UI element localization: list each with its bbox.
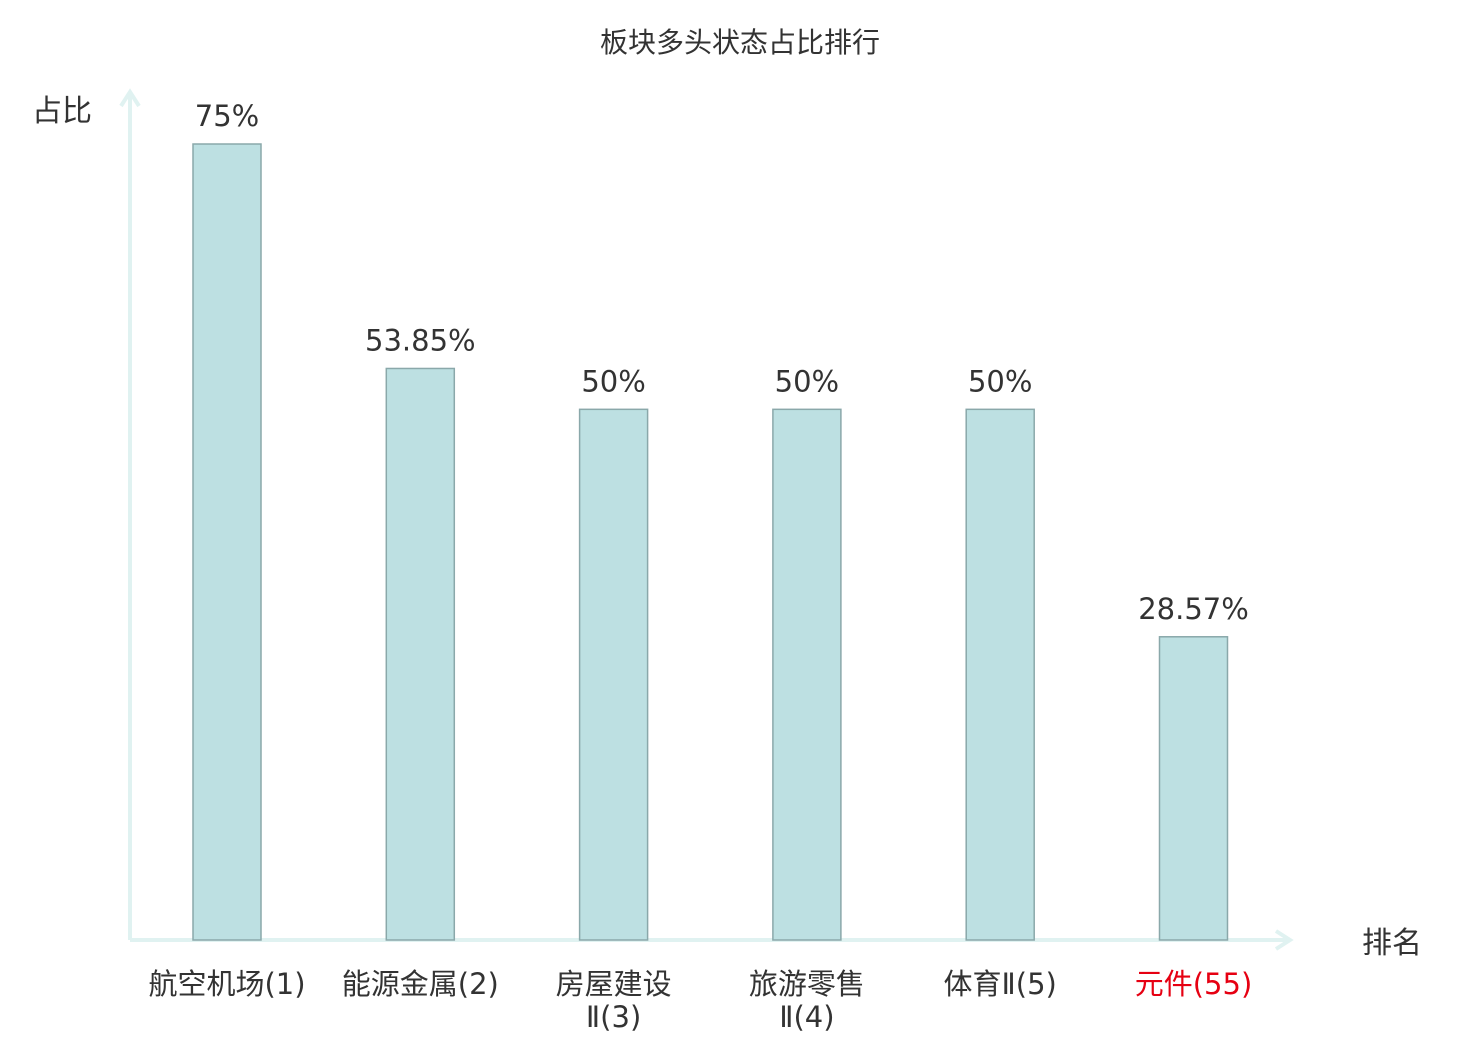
x-tick-label: 元件(55) [1135, 967, 1253, 1001]
x-axis-arrow-icon [1274, 929, 1294, 951]
x-tick-label: 房屋建设 Ⅱ(3) [556, 967, 672, 1034]
bar-value-label: 28.57% [1138, 592, 1249, 626]
category-labels: 航空机场(1) 能源金属(2) 房屋建设 Ⅱ(3) 旅游零售 Ⅱ(4) 体育Ⅱ(5) 元件(5… [148, 967, 1252, 1034]
value-labels: 75% 53.85% 50% 50% 50% 28.57% [195, 99, 1249, 626]
x-tick-label: 航空机场(1) [148, 967, 305, 1001]
chart-title: 板块多头状态占比排行 [600, 26, 880, 59]
y-axis-arrow-icon [119, 88, 141, 108]
bar [385, 367, 456, 941]
x-tick-label: 能源金属(2) [342, 967, 499, 1001]
bar [192, 143, 262, 941]
bar [965, 408, 1035, 941]
bar [578, 408, 649, 941]
bar-value-label: 53.85% [365, 323, 476, 357]
bar [772, 408, 842, 941]
bar [1158, 636, 1229, 941]
axes [119, 88, 1294, 951]
bar-value-label: 75% [195, 99, 259, 133]
y-axis-label: 占比 [32, 94, 92, 129]
x-tick-label: 体育Ⅱ(5) [944, 967, 1057, 1001]
bars [192, 143, 1229, 941]
bar-value-label: 50% [775, 364, 839, 398]
x-tick-label: 旅游零售 Ⅱ(4) [749, 967, 865, 1034]
bar-value-label: 50% [581, 364, 645, 398]
x-axis-label: 排名 [1362, 926, 1422, 961]
bar-value-label: 50% [968, 364, 1032, 398]
